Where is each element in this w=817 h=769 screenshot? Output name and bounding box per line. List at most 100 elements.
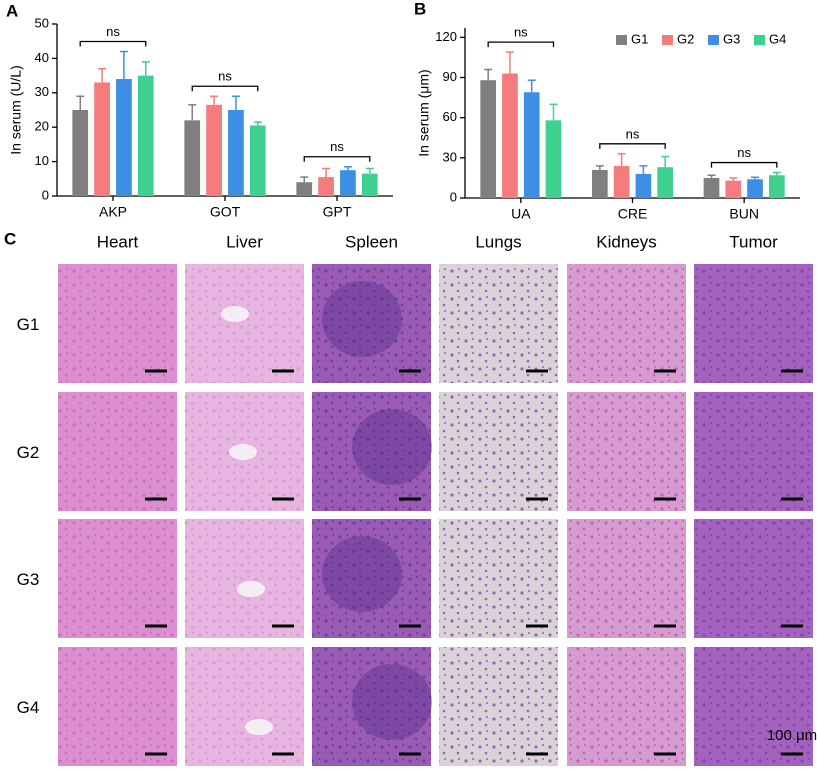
significance-bracket xyxy=(191,85,259,92)
y-tick-label: 30 xyxy=(35,84,49,99)
error-bar xyxy=(549,103,558,121)
tissue-region xyxy=(352,409,432,485)
tissue-image xyxy=(58,647,177,766)
error-bar xyxy=(98,67,107,83)
error-bar xyxy=(188,104,197,121)
bar xyxy=(318,177,334,196)
tissue-image xyxy=(58,519,177,638)
bar xyxy=(523,92,540,198)
error-bar xyxy=(595,165,604,170)
panel-label: C xyxy=(4,229,16,248)
tissue-image xyxy=(439,647,558,766)
error-bar xyxy=(772,171,781,176)
error-bar xyxy=(617,153,626,166)
tissue-image xyxy=(439,392,558,511)
legend-swatch xyxy=(754,35,765,45)
y-tick-label: 0 xyxy=(450,189,457,204)
y-tick-label: 0 xyxy=(42,187,49,202)
tissue-image xyxy=(312,392,431,511)
error-bar xyxy=(76,95,85,110)
bar xyxy=(635,173,652,198)
legend-label: G1 xyxy=(631,31,648,46)
legend-swatch xyxy=(708,35,719,45)
vessel xyxy=(221,306,249,322)
error-bar xyxy=(365,167,374,174)
bar xyxy=(184,120,201,196)
tissue-image xyxy=(312,264,431,383)
legend-label: G4 xyxy=(769,31,786,46)
y-tick-label: 40 xyxy=(35,50,49,65)
tissue-region xyxy=(322,536,402,612)
bar xyxy=(72,110,89,196)
error-bar xyxy=(119,50,128,80)
significance-label: ns xyxy=(514,25,528,40)
y-tick-label: 10 xyxy=(35,153,49,168)
y-tick-label: 30 xyxy=(443,149,457,164)
x-tick-label: UA xyxy=(511,206,531,222)
y-tick-label: 20 xyxy=(35,119,49,134)
tissue-image xyxy=(567,647,686,766)
bar xyxy=(591,169,608,198)
x-tick-label: GOT xyxy=(210,204,241,220)
x-tick-label: BUN xyxy=(729,206,759,222)
significance-label: ns xyxy=(626,126,640,141)
bar xyxy=(94,82,110,196)
significance-bracket xyxy=(487,41,555,48)
tissue-image xyxy=(567,264,686,383)
panel-label: A xyxy=(6,1,18,20)
bar xyxy=(502,73,518,198)
significance-label: ns xyxy=(737,145,751,160)
x-tick-label: GPT xyxy=(323,204,352,220)
column-header: Heart xyxy=(97,232,139,251)
tissue-image xyxy=(185,647,304,766)
tissue-image xyxy=(439,519,558,638)
error-bar xyxy=(300,176,309,183)
bar xyxy=(206,104,222,196)
y-tick-label: 120 xyxy=(435,29,457,44)
bar xyxy=(340,170,356,196)
significance-bracket xyxy=(710,161,778,168)
error-bar xyxy=(639,165,648,174)
tissue-image xyxy=(58,264,177,383)
x-tick-label: CRE xyxy=(618,206,648,222)
vessel xyxy=(245,719,273,735)
bar xyxy=(703,177,720,198)
y-tick-label: 50 xyxy=(35,15,49,30)
x-tick-label: AKP xyxy=(99,204,127,220)
significance-bracket xyxy=(79,40,147,47)
tissue-image xyxy=(694,519,813,638)
error-bar xyxy=(661,155,670,168)
column-header: Lungs xyxy=(475,232,521,251)
bar xyxy=(296,182,313,196)
legend-swatch xyxy=(616,35,627,45)
y-tick-label: 90 xyxy=(443,69,457,84)
error-bar xyxy=(322,167,331,178)
legend-label: G2 xyxy=(677,31,694,46)
legend-label: G3 xyxy=(723,31,740,46)
error-bar xyxy=(484,68,493,81)
tissue-image xyxy=(185,264,304,383)
column-header: Tumor xyxy=(729,232,778,251)
row-label: G1 xyxy=(17,315,40,334)
row-label: G3 xyxy=(17,570,40,589)
bar xyxy=(545,120,562,198)
tissue-image xyxy=(312,519,431,638)
bar xyxy=(137,75,154,196)
significance-bracket xyxy=(303,156,371,162)
tissue-image xyxy=(58,392,177,511)
row-label: G4 xyxy=(17,698,40,717)
bar xyxy=(361,173,378,196)
bar xyxy=(747,179,763,198)
legend-swatch xyxy=(662,35,673,45)
error-bar xyxy=(729,177,738,181)
error-bar xyxy=(210,95,219,105)
tissue-image xyxy=(312,647,431,766)
significance-label: ns xyxy=(218,69,232,84)
y-axis-label: In serum (μm) xyxy=(416,69,432,156)
bar xyxy=(228,110,244,196)
tissue-region xyxy=(352,664,432,740)
tissue-image xyxy=(185,519,304,638)
tissue-image xyxy=(694,647,813,766)
significance-label: ns xyxy=(330,139,344,154)
